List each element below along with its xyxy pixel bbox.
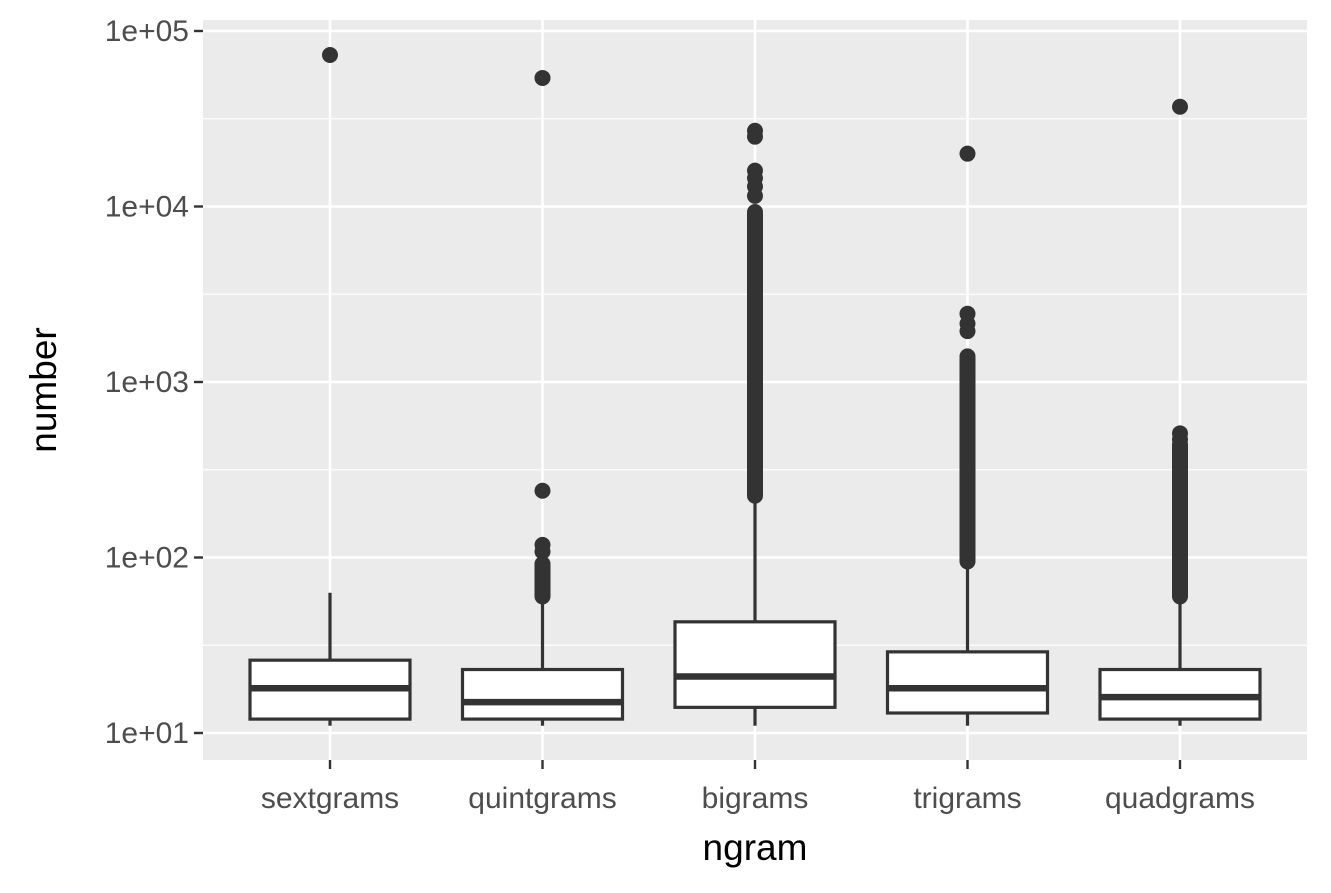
y-tick-label: 1e+01 [105, 717, 189, 750]
outlier-point [322, 46, 338, 63]
y-tick-label: 1e+05 [105, 15, 189, 48]
box-body [885, 650, 1050, 715]
y-axis-title: number [23, 327, 64, 452]
outlier-point [747, 187, 763, 204]
outlier-point [747, 204, 763, 221]
box-quadgrams [1098, 98, 1262, 726]
x-tick-label-sextgrams: sextgrams [261, 782, 399, 815]
box-sextgrams [248, 46, 412, 726]
box-layer [248, 46, 1262, 726]
outlier-point [534, 543, 551, 560]
outlier-point [534, 482, 551, 499]
box-trigrams [885, 145, 1050, 726]
outlier-point [747, 128, 763, 145]
outlier-point [959, 145, 976, 162]
box-body [460, 667, 625, 721]
x-tick-label-trigrams: trigrams [913, 782, 1021, 815]
x-tick-label-quadgrams: quadgrams [1105, 782, 1255, 815]
x-axis: sextgrams quintgrams bigrams trigrams quadgr… [261, 760, 1255, 815]
outlier-point [534, 69, 551, 86]
x-axis-title: ngram [703, 827, 808, 868]
outlier-point [1172, 98, 1188, 115]
outlier-point [534, 587, 551, 604]
outlier-point [1172, 431, 1188, 448]
x-tick-label-quintgrams: quintgrams [468, 782, 616, 815]
y-tick-label: 1e+02 [105, 542, 189, 575]
outlier-point [959, 323, 976, 340]
box-bigrams [673, 122, 837, 726]
y-tick-label: 1e+03 [105, 366, 189, 399]
outlier-point [959, 348, 976, 365]
box-quintgrams [460, 69, 625, 726]
x-tick-label-bigrams: bigrams [702, 782, 809, 815]
y-axis: 1e+01 1e+02 1e+03 1e+04 1e+05 [105, 15, 203, 750]
y-tick-label: 1e+04 [105, 191, 189, 224]
box-body [673, 620, 837, 709]
